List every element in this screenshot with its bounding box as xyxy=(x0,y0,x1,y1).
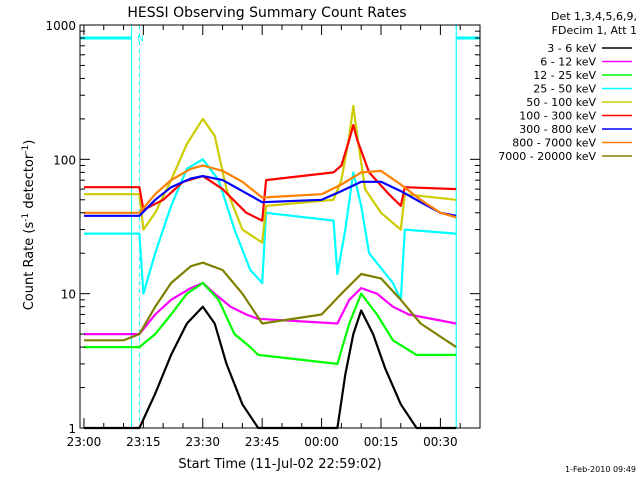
night-marker-label: N xyxy=(137,34,143,43)
x-axis-label: Start Time (11-Jul-02 22:59:02) xyxy=(178,457,381,472)
y-tick-label: 10 xyxy=(61,288,76,302)
series-line xyxy=(84,261,457,349)
plot-area: N xyxy=(80,25,480,428)
x-tick-label: 00:00 xyxy=(304,435,339,449)
chart-title: HESSI Observing Summary Count Rates xyxy=(127,5,406,21)
x-tick-label: 23:45 xyxy=(245,435,280,449)
series-line xyxy=(84,281,457,336)
x-tick-label: 00:30 xyxy=(423,435,458,449)
series-line xyxy=(84,281,457,365)
series-group xyxy=(84,104,457,430)
series-line xyxy=(84,175,457,217)
legend-entry-label: 12 - 25 keV xyxy=(533,69,596,82)
legend-entry-label: 3 - 6 keV xyxy=(547,42,596,55)
x-tick-label: 00:15 xyxy=(364,435,399,449)
legend-entry-label: 50 - 100 keV xyxy=(526,96,596,109)
legend-header-line-1: Det 1,3,4,5,6,9, xyxy=(551,10,637,23)
legend-entry-label: 6 - 12 keV xyxy=(540,56,596,69)
x-tick-label: 23:00 xyxy=(67,435,102,449)
timestamp: 1-Feb-2010 09:49 xyxy=(565,465,636,474)
series-line xyxy=(84,158,457,301)
legend-entry-label: 800 - 7000 keV xyxy=(512,137,596,150)
y-tick-label: 1000 xyxy=(45,19,76,33)
series-line xyxy=(84,123,457,222)
x-tick-label: 23:15 xyxy=(126,435,161,449)
y-tick-label: 1 xyxy=(68,422,76,436)
plot-frame xyxy=(79,24,481,429)
legend-header-line-2: FDecim 1, Att 1 xyxy=(552,24,637,37)
axes: 1 10 100 1000 23:00 23:15 23:30 23:45 00:00 00:15… xyxy=(45,19,481,449)
series-line xyxy=(84,104,457,244)
legend-entry-label: 25 - 50 keV xyxy=(533,83,596,96)
series-line xyxy=(84,164,457,219)
legend-entry-label: 7000 - 20000 keV xyxy=(498,150,596,163)
y-tick-label: 100 xyxy=(53,153,76,167)
legend-entry-label: 100 - 300 keV xyxy=(519,110,596,123)
x-tick-label: 23:30 xyxy=(185,435,220,449)
legend-entry-label: 300 - 800 keV xyxy=(519,123,596,136)
y-axis-label: Count Rate (s-1 detector-1) xyxy=(21,140,37,311)
